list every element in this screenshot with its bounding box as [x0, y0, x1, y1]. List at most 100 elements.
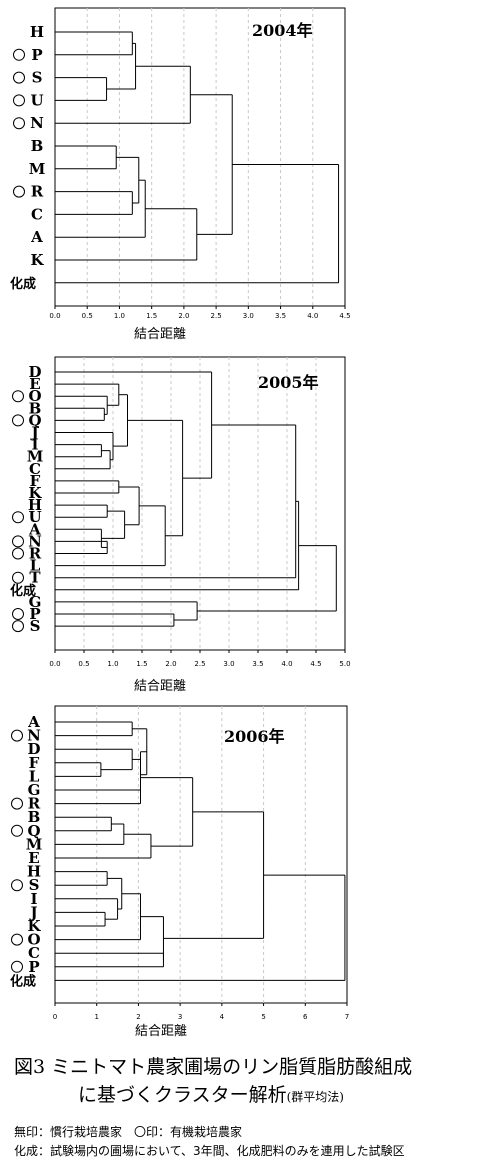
p3-organic-marker	[11, 933, 23, 946]
p1-leaf-label: H	[30, 23, 44, 41]
p2-leaf-label: O	[28, 387, 41, 405]
p2-leaf-label: R	[29, 545, 42, 563]
p3-organic-marker	[11, 729, 23, 742]
p2-organic-marker	[12, 620, 24, 633]
p2-tick-label: 3.5	[252, 660, 263, 668]
p3-tick-label: 3	[178, 1013, 182, 1021]
p3-tick-label: 5	[261, 1013, 265, 1021]
p1-leaf-label: U	[30, 91, 43, 109]
p1-organic-marker	[13, 48, 25, 61]
p2-chart-title: 2005年	[258, 373, 319, 392]
p2-x-axis-label: 結合距離	[134, 679, 186, 694]
p1-leaf-label: P	[31, 46, 42, 64]
p1-x-axis-label: 結合距離	[134, 327, 186, 342]
figure-title-line1: ミニトマト農家圃場のリン脂質脂肪酸組成	[51, 1056, 413, 1078]
p1-tick-label: 0.5	[82, 312, 93, 320]
p1-leaf-label: K	[30, 251, 44, 269]
p2-organic-marker	[12, 414, 24, 427]
p2-organic-marker	[12, 511, 24, 524]
p3-leaf-label: B	[28, 808, 41, 826]
p3-tick-label: 7	[345, 1013, 349, 1021]
p3-x-axis-label: 結合距離	[135, 1024, 187, 1039]
p1-organic-marker	[13, 71, 25, 84]
p1-leaf-label: A	[30, 228, 43, 246]
p1-tick-label: 3.0	[243, 312, 254, 320]
p3-leaf-label: C	[28, 944, 40, 962]
p2-tick-label: 1.0	[107, 660, 118, 668]
p2-tick-label: 2.5	[194, 660, 205, 668]
p2-leaf-label: S	[30, 617, 41, 635]
figure-number: 図3	[14, 1056, 46, 1078]
figure-caption-line2: に基づくクラスター解析(群平均法)	[78, 1080, 344, 1107]
p1-organic-marker	[13, 94, 25, 107]
p1-organic-marker	[13, 185, 25, 198]
p2-leaf-label: T	[29, 569, 41, 587]
p2-leaf-label: K	[28, 484, 42, 502]
p2-leaf-label: L	[30, 557, 41, 575]
p3-tick-label: 4	[220, 1013, 225, 1021]
p2-leaf-label: D	[28, 363, 41, 381]
figure-caption: 図3 ミニトマト農家圃場のリン脂質脂肪酸組成	[14, 1052, 412, 1079]
p2-leaf-label: E	[29, 375, 40, 393]
p3-leaf-label: N	[27, 727, 41, 745]
p1-leaf-label: R	[31, 183, 44, 201]
p2-leaf-label: J	[29, 424, 38, 442]
p3-tick-label: 1	[94, 1013, 98, 1021]
p2-tick-label: 4.5	[310, 660, 321, 668]
p3-organic-marker	[11, 797, 23, 810]
p1-organic-marker	[13, 117, 25, 130]
p1-leaf-label: N	[30, 114, 44, 132]
cluster-method: (群平均法)	[286, 1090, 344, 1104]
p2-tick-label: 2.0	[165, 660, 176, 668]
p2-leaf-label: F	[30, 472, 41, 490]
p1-leaf-label: C	[31, 205, 43, 223]
p1-tick-label: 3.5	[275, 312, 286, 320]
p2-tick-label: 4.0	[281, 660, 292, 668]
p2-leaf-label: A	[28, 520, 41, 538]
p3-tick-label: 2	[136, 1013, 140, 1021]
p3-leaf-label: R	[28, 795, 41, 813]
p3-leaf-label: L	[29, 767, 40, 785]
p1-tick-label: 4.0	[307, 312, 318, 320]
p2-organic-marker	[12, 535, 24, 548]
p2-tick-label: 3.0	[223, 660, 234, 668]
p2-organic-marker	[12, 390, 24, 403]
p1-tick-label: 2.0	[178, 312, 189, 320]
p3-organic-marker	[11, 824, 23, 837]
p2-organic-marker	[12, 547, 24, 560]
p2-leaf-label: N	[28, 532, 42, 550]
p3-leaf-label: P	[28, 958, 39, 976]
p3-leaf-label: 化成	[10, 973, 36, 989]
p2-tick-label: 5.0	[339, 660, 350, 668]
p3-leaf-label: D	[27, 740, 40, 758]
p3-chart-title: 2006年	[224, 727, 285, 746]
p3-leaf-label: F	[29, 754, 40, 772]
p3-plot-frame	[54, 705, 348, 1004]
figure-title-line2: に基づくクラスター解析	[78, 1084, 287, 1106]
p3-tick-label: 0	[53, 1013, 57, 1021]
p3-leaf-label: H	[27, 863, 41, 881]
p2-tick-label: 1.5	[136, 660, 147, 668]
p1-leaf-label: 化成	[10, 276, 36, 292]
p3-leaf-label: O	[27, 931, 40, 949]
p2-organic-marker	[12, 608, 24, 620]
p3-organic-marker	[11, 960, 23, 973]
p2-leaf-label: H	[28, 496, 42, 514]
p2-leaf-label: Q	[28, 411, 41, 429]
p1-tick-label: 0.0	[49, 312, 60, 320]
legend-note: 無印：慣行栽培農家 〇印：有機栽培農家	[14, 1125, 243, 1139]
p2-organic-marker	[12, 571, 24, 584]
p2-leaf-label: P	[29, 605, 40, 623]
p2-leaf-label: C	[29, 460, 41, 478]
p2-leaf-label: I	[31, 436, 38, 454]
p1-tick-label: 1.5	[146, 312, 157, 320]
p3-leaf-label: K	[27, 917, 41, 935]
p2-tick-label: 0.0	[49, 660, 60, 668]
p2-leaf-label: M	[27, 448, 44, 466]
p2-leaf-label: G	[29, 593, 42, 611]
p3-organic-marker	[11, 879, 23, 892]
p1-tick-label: 1.0	[114, 312, 125, 320]
p1-tick-label: 4.5	[339, 312, 350, 320]
p1-chart-title: 2004年	[252, 21, 313, 40]
